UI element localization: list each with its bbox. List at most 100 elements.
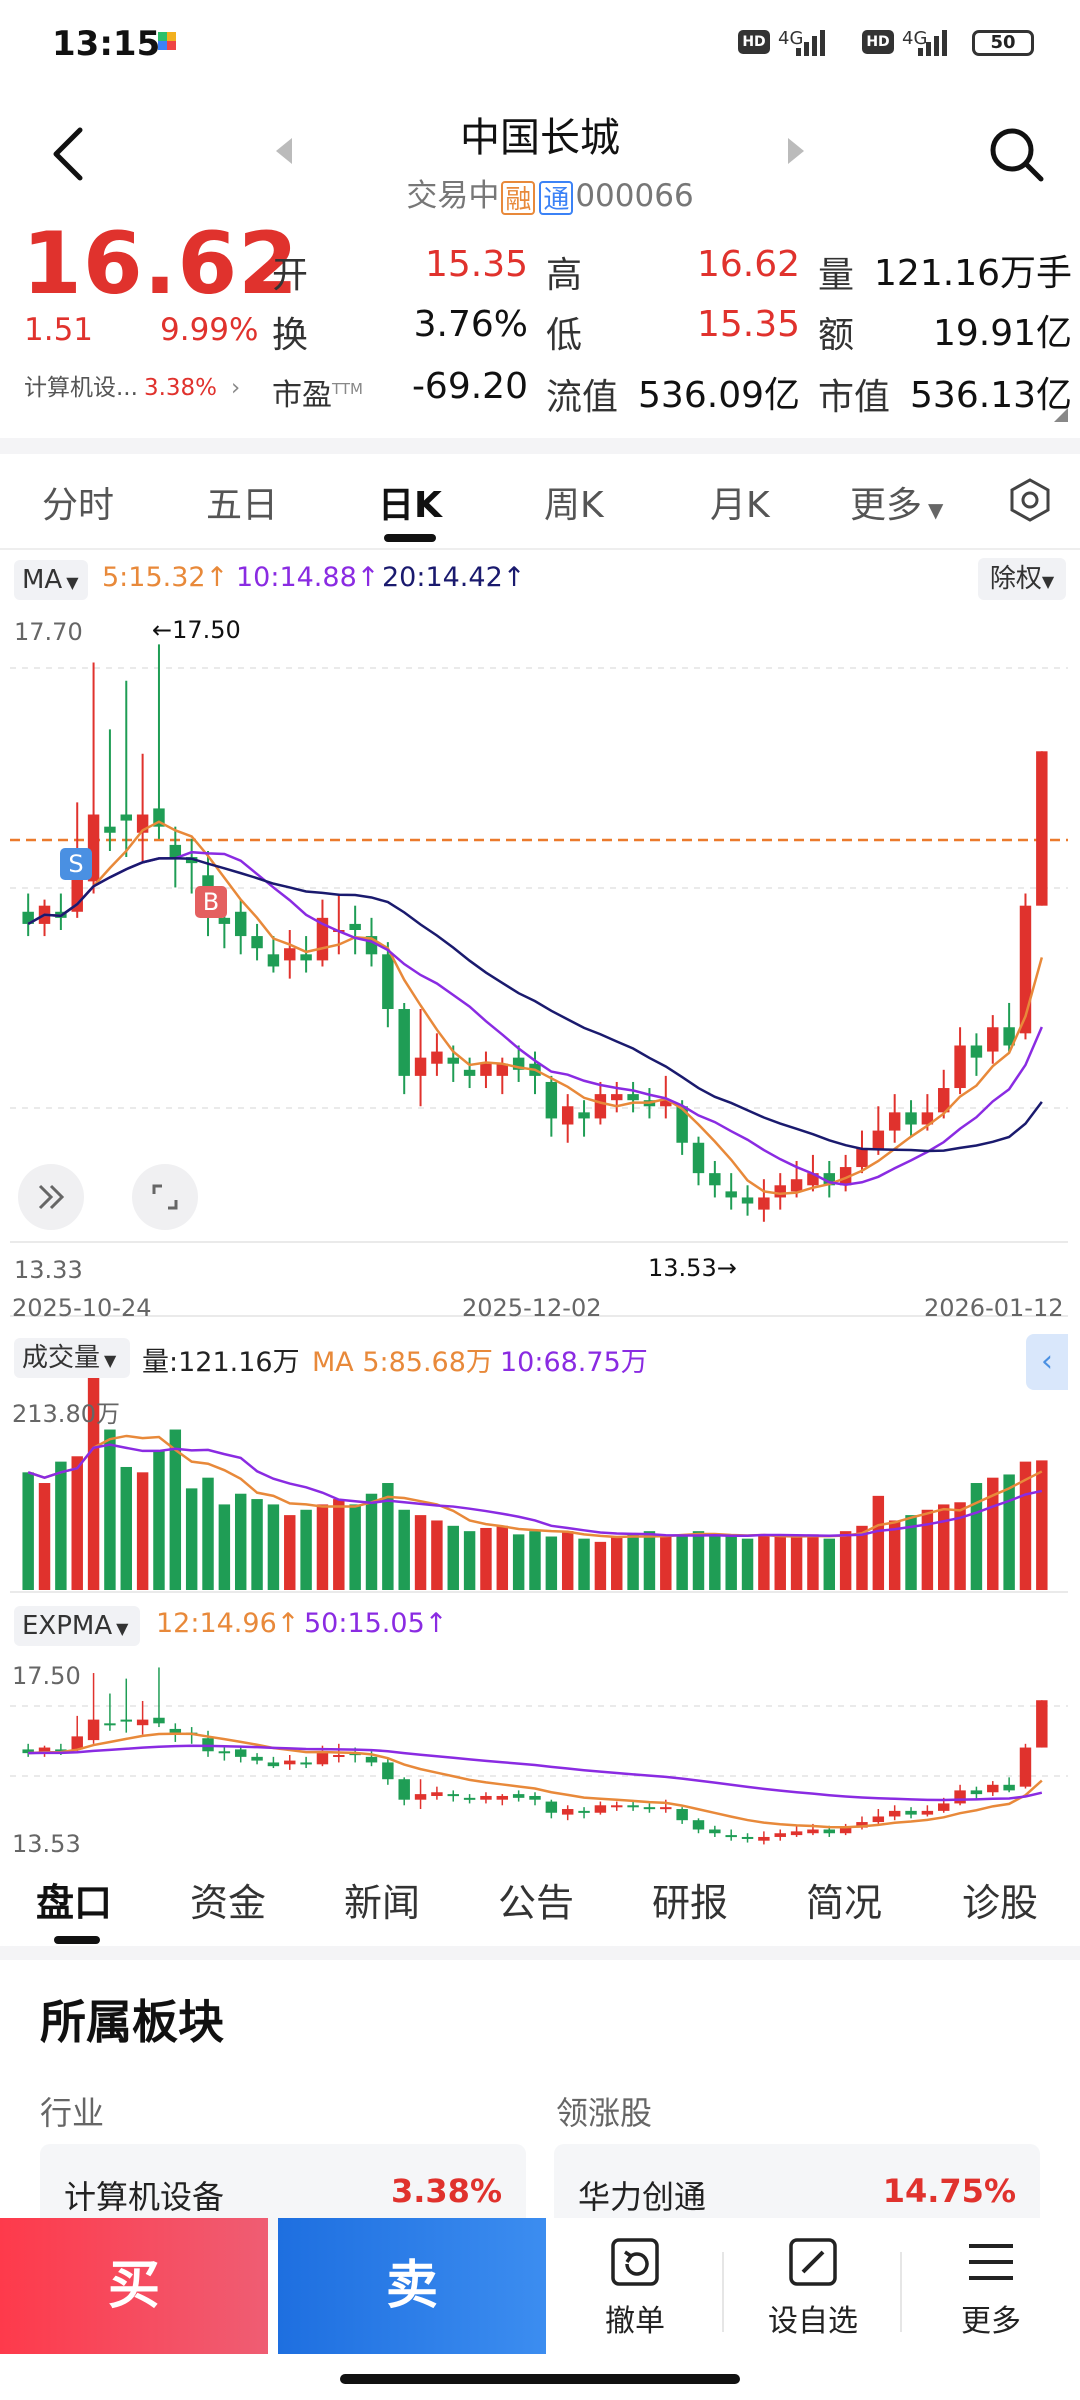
candle-body bbox=[692, 1142, 705, 1174]
volume-bar bbox=[22, 1472, 34, 1590]
tab-five-day[interactable]: 五日 bbox=[206, 485, 279, 526]
turnover-label: 换 bbox=[272, 315, 309, 356]
tab-daily-k[interactable]: 日K bbox=[378, 485, 442, 526]
candle-body bbox=[512, 1057, 525, 1070]
volume-bar bbox=[954, 1502, 966, 1590]
expma-candle-body bbox=[120, 1719, 132, 1722]
volume-bar bbox=[741, 1538, 754, 1590]
divider bbox=[900, 2252, 902, 2332]
sector-link[interactable]: 计算机设... 3.38% › bbox=[24, 368, 240, 402]
volume-bar bbox=[921, 1509, 934, 1590]
sell-marker[interactable]: S bbox=[60, 848, 92, 880]
candle-body bbox=[921, 1112, 934, 1125]
candle-body bbox=[169, 844, 182, 858]
prev-stock-icon[interactable] bbox=[272, 136, 296, 166]
kline-chart[interactable] bbox=[0, 550, 1080, 1862]
cancel-order-button[interactable]: 撤单 bbox=[560, 2234, 710, 2340]
expma-lines bbox=[28, 1732, 1043, 1829]
network-type-2: 4G bbox=[902, 28, 928, 49]
volume-bar bbox=[382, 1483, 394, 1590]
open-value: 15.35 bbox=[424, 244, 528, 285]
candle-body bbox=[284, 948, 296, 961]
industry-pct: 3.38% bbox=[390, 2172, 502, 2210]
status-time: 13:15 bbox=[52, 24, 161, 64]
tab-capital[interactable]: 资金 bbox=[190, 1881, 267, 1925]
expma-candle-body bbox=[398, 1779, 410, 1800]
candle-body bbox=[234, 911, 247, 937]
float-cap-label: 流值 bbox=[546, 377, 619, 418]
chart-settings-icon[interactable] bbox=[1006, 476, 1054, 524]
expma-candle-body bbox=[888, 1810, 901, 1817]
turnover-value: 3.76% bbox=[413, 304, 528, 345]
chart-grid bbox=[10, 667, 1068, 1317]
volume-bar bbox=[709, 1534, 721, 1590]
add-watchlist-button[interactable]: 设自选 bbox=[738, 2234, 888, 2340]
ma20-line bbox=[27, 857, 1043, 1153]
tab-intraday[interactable]: 分时 bbox=[42, 485, 115, 526]
fullscreen-button[interactable] bbox=[132, 1164, 198, 1230]
more-actions-button[interactable]: 更多 bbox=[916, 2234, 1066, 2340]
tab-more[interactable]: 更多 ▼ bbox=[850, 476, 943, 528]
volume-bar bbox=[987, 1477, 999, 1590]
expma-candle-body bbox=[38, 1747, 51, 1754]
connect-tag: 通 bbox=[539, 180, 574, 215]
back-arrow-icon[interactable] bbox=[46, 124, 92, 184]
candle-body bbox=[790, 1179, 803, 1192]
expma-candle-body bbox=[104, 1723, 116, 1726]
current-price: 16.62 bbox=[22, 214, 300, 314]
price-change-pct: 9.99% bbox=[160, 312, 259, 348]
candle-body bbox=[725, 1191, 737, 1198]
volume-indicator-button[interactable]: 成交量 ▼ bbox=[14, 1338, 130, 1378]
volume-bar bbox=[611, 1536, 623, 1590]
tab-weekly-k[interactable]: 周K bbox=[544, 485, 604, 526]
buy-marker[interactable]: B bbox=[195, 886, 227, 918]
expma-candle-body bbox=[349, 1753, 361, 1756]
next-stock-icon[interactable] bbox=[784, 136, 808, 166]
ma-indicator-button[interactable]: MA ▼ bbox=[14, 560, 88, 600]
candle-body bbox=[545, 1081, 558, 1119]
collapse-panel-icon[interactable]: ‹ bbox=[1026, 1334, 1068, 1390]
app-notification-icon bbox=[158, 32, 176, 50]
expma-candle-body bbox=[839, 1827, 852, 1834]
stock-code: 000066 bbox=[575, 178, 694, 214]
volume-bar bbox=[120, 1466, 132, 1590]
expand-quote-icon[interactable] bbox=[1054, 408, 1068, 422]
buy-button[interactable]: 买 bbox=[0, 2218, 268, 2354]
volume-ma-lines bbox=[10, 1434, 1068, 1593]
volume-bar bbox=[365, 1493, 378, 1590]
search-icon[interactable] bbox=[986, 124, 1046, 184]
volume-bar bbox=[496, 1525, 509, 1590]
industry-name: 计算机设备 bbox=[64, 2178, 225, 2216]
candle-body bbox=[365, 936, 378, 955]
tab-monthly-k[interactable]: 月K bbox=[710, 485, 770, 526]
candle-body bbox=[823, 1173, 836, 1186]
add-watchlist-label: 设自选 bbox=[768, 2304, 858, 2339]
volume-bar bbox=[758, 1534, 770, 1590]
candle-body bbox=[349, 923, 361, 930]
tab-profile[interactable]: 简况 bbox=[806, 1881, 883, 1925]
volume-bar bbox=[169, 1429, 182, 1590]
margin-tag: 融 bbox=[501, 180, 536, 215]
volume-label: 量 bbox=[818, 255, 855, 296]
candle-body bbox=[872, 1130, 885, 1149]
tab-research[interactable]: 研报 bbox=[652, 1881, 729, 1925]
tab-diagnosis[interactable]: 诊股 bbox=[962, 1881, 1039, 1925]
candle-body bbox=[71, 869, 83, 912]
expma-indicator-button[interactable]: EXPMA ▼ bbox=[14, 1606, 140, 1646]
fast-forward-button[interactable] bbox=[18, 1164, 84, 1230]
date-mid: 2025-12-02 bbox=[462, 1294, 602, 1322]
active-bottom-tab-indicator bbox=[54, 1936, 100, 1944]
volume-axis-top: 213.80万 bbox=[12, 1400, 120, 1428]
tab-announcements[interactable]: 公告 bbox=[498, 1881, 575, 1925]
tab-news[interactable]: 新闻 bbox=[344, 1881, 421, 1925]
expma-candle-body bbox=[938, 1803, 950, 1811]
candle-body bbox=[561, 1106, 574, 1125]
candle-body bbox=[578, 1112, 590, 1119]
tab-order-book[interactable]: 盘口 bbox=[36, 1881, 113, 1925]
candle-body bbox=[774, 1185, 786, 1198]
candle-body bbox=[136, 814, 149, 833]
adjust-button[interactable]: 除权▼ bbox=[978, 558, 1066, 600]
expma-candle-body bbox=[87, 1719, 100, 1741]
sell-button[interactable]: 卖 bbox=[278, 2218, 546, 2354]
candle-body bbox=[954, 1045, 966, 1089]
